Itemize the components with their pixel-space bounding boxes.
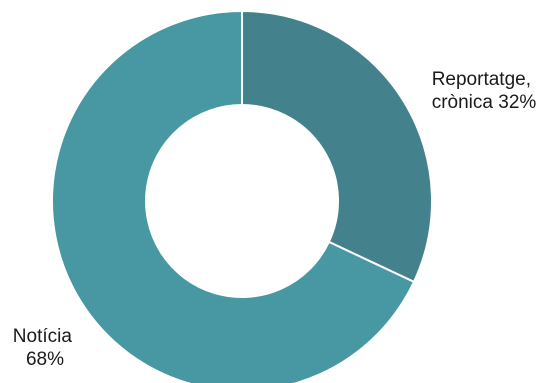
slice-label-noticia-line-1: Notícia [13, 326, 73, 347]
slice-label-reportatge-line-2: crònica 32% [432, 92, 537, 113]
slice-label-noticia: Notícia 68% [13, 326, 77, 370]
donut-slice-reportatge-cronica [241, 9, 433, 284]
labels-group: Reportatge, crònica 32% Notícia 68% [13, 69, 537, 370]
donut-slice-noticia [51, 9, 416, 383]
slices-group [51, 9, 433, 383]
slice-label-reportatge: Reportatge, crònica 32% [432, 69, 537, 113]
slice-label-noticia-line-2: 68% [26, 349, 64, 370]
slice-label-reportatge-line-1: Reportatge, [432, 69, 531, 90]
